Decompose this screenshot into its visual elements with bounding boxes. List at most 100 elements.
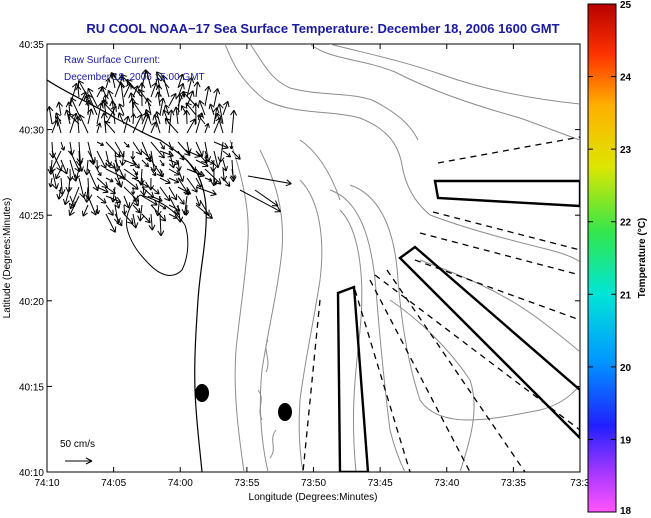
current-arrow (105, 78, 111, 89)
current-arrow (117, 112, 125, 125)
x-tick-label: 73:3 (570, 478, 590, 489)
transect-box-south (336, 285, 370, 472)
current-arrow (247, 175, 292, 187)
current-arrow (96, 122, 102, 134)
current-arrow (193, 81, 201, 98)
current-arrow (48, 177, 54, 188)
current-arrow (83, 186, 91, 203)
scale-label: 50 cm/s (60, 439, 95, 450)
contour-east-3 (389, 299, 475, 472)
current-arrow (105, 213, 117, 233)
current-arrow (113, 150, 121, 172)
current-arrow (154, 195, 162, 217)
current-arrow (102, 94, 109, 107)
contour-northeast-2 (329, 44, 580, 105)
current-arrow (197, 114, 206, 125)
current-arrow (130, 150, 136, 160)
current-arrow (195, 168, 202, 176)
current-arrow (168, 186, 178, 201)
y-tick-label: 40:15 (19, 382, 44, 393)
current-arrow (96, 186, 109, 194)
current-arrow (148, 213, 156, 231)
current-arrow (168, 141, 174, 151)
current-arrow (123, 195, 131, 209)
transect-box-southeast (398, 245, 580, 440)
current-arrow (119, 150, 127, 166)
current-arrow (77, 80, 89, 98)
current-arrow (78, 177, 87, 199)
y-axis-label: Latitude (Degrees:Minutes) (2, 198, 13, 319)
current-arrow (95, 204, 101, 215)
contour-noise-1 (257, 339, 277, 459)
current-arrow (230, 109, 238, 134)
current-arrow (217, 141, 225, 163)
current-arrow (114, 177, 121, 186)
current-arrow (204, 123, 210, 134)
x-tick-label: 73:40 (434, 478, 459, 489)
x-tick-label: 73:55 (234, 478, 259, 489)
x-tick-label: 74:10 (34, 478, 59, 489)
current-arrow (132, 204, 141, 214)
mooring-marker-2 (278, 403, 292, 421)
current-arrow (68, 195, 80, 217)
current-arrow (159, 177, 171, 185)
contour-north (249, 44, 419, 141)
current-arrow (60, 141, 66, 151)
current-arrow (118, 103, 125, 116)
current-arrow (177, 73, 185, 89)
current-arrow (150, 121, 157, 134)
current-arrow (213, 141, 229, 150)
current-arrow (159, 204, 167, 210)
x-axis-label: Longitude (Degrees:Minutes) (249, 492, 378, 503)
current-arrow (129, 97, 137, 116)
contour-shelf-2 (259, 149, 284, 472)
current-arrow (177, 195, 185, 205)
current-arrow (185, 102, 197, 116)
current-arrow (213, 177, 218, 186)
current-arrow (132, 101, 143, 116)
current-arrow (131, 213, 139, 229)
current-arrow (118, 82, 126, 107)
current-arrow (231, 150, 241, 160)
contour-east-1 (429, 214, 580, 263)
current-arrow (159, 168, 165, 178)
current-arrow (55, 168, 62, 180)
current-arrow (159, 141, 165, 150)
colorbar-tick-label: 19 (620, 435, 632, 446)
colorbar-label: Temperature (°C) (637, 218, 648, 299)
current-arrow (141, 213, 151, 224)
current-arrow (195, 186, 217, 197)
current-arrow (123, 115, 131, 134)
current-arrow (155, 91, 163, 107)
current-arrow (157, 213, 165, 237)
current-arrow (197, 100, 206, 116)
current-arrow (195, 177, 202, 188)
current-arrow (131, 186, 136, 195)
current-arrow (177, 150, 185, 161)
map-frame (46, 43, 581, 473)
current-arrow (132, 159, 140, 169)
current-arrow (204, 85, 212, 107)
contour-shelf-1 (229, 139, 249, 472)
current-arrow (144, 109, 152, 125)
current-arrow (47, 106, 54, 125)
contour-northeast (309, 44, 580, 141)
contour-shelf-4 (339, 209, 363, 472)
current-arrow (51, 120, 59, 134)
colorbar-ticks: 25 24 23 22 21 20 19 18 (588, 0, 632, 517)
current-arrow (150, 168, 157, 177)
current-arrow (86, 108, 94, 125)
x-tick-label: 73:45 (368, 478, 393, 489)
current-arrow (77, 159, 84, 172)
colorbar-tick-label: 21 (620, 290, 632, 301)
y-tick-label: 40:35 (19, 40, 44, 51)
current-arrow (183, 204, 190, 216)
current-arrow (195, 159, 209, 168)
x-tick-label: 73:50 (301, 478, 326, 489)
current-arrow (96, 141, 104, 147)
current-arrow (222, 177, 231, 187)
current-arrow (199, 199, 210, 217)
x-tick-label: 74:00 (168, 478, 193, 489)
current-arrow (94, 159, 100, 170)
current-label: Raw Surface Current: (64, 55, 160, 66)
